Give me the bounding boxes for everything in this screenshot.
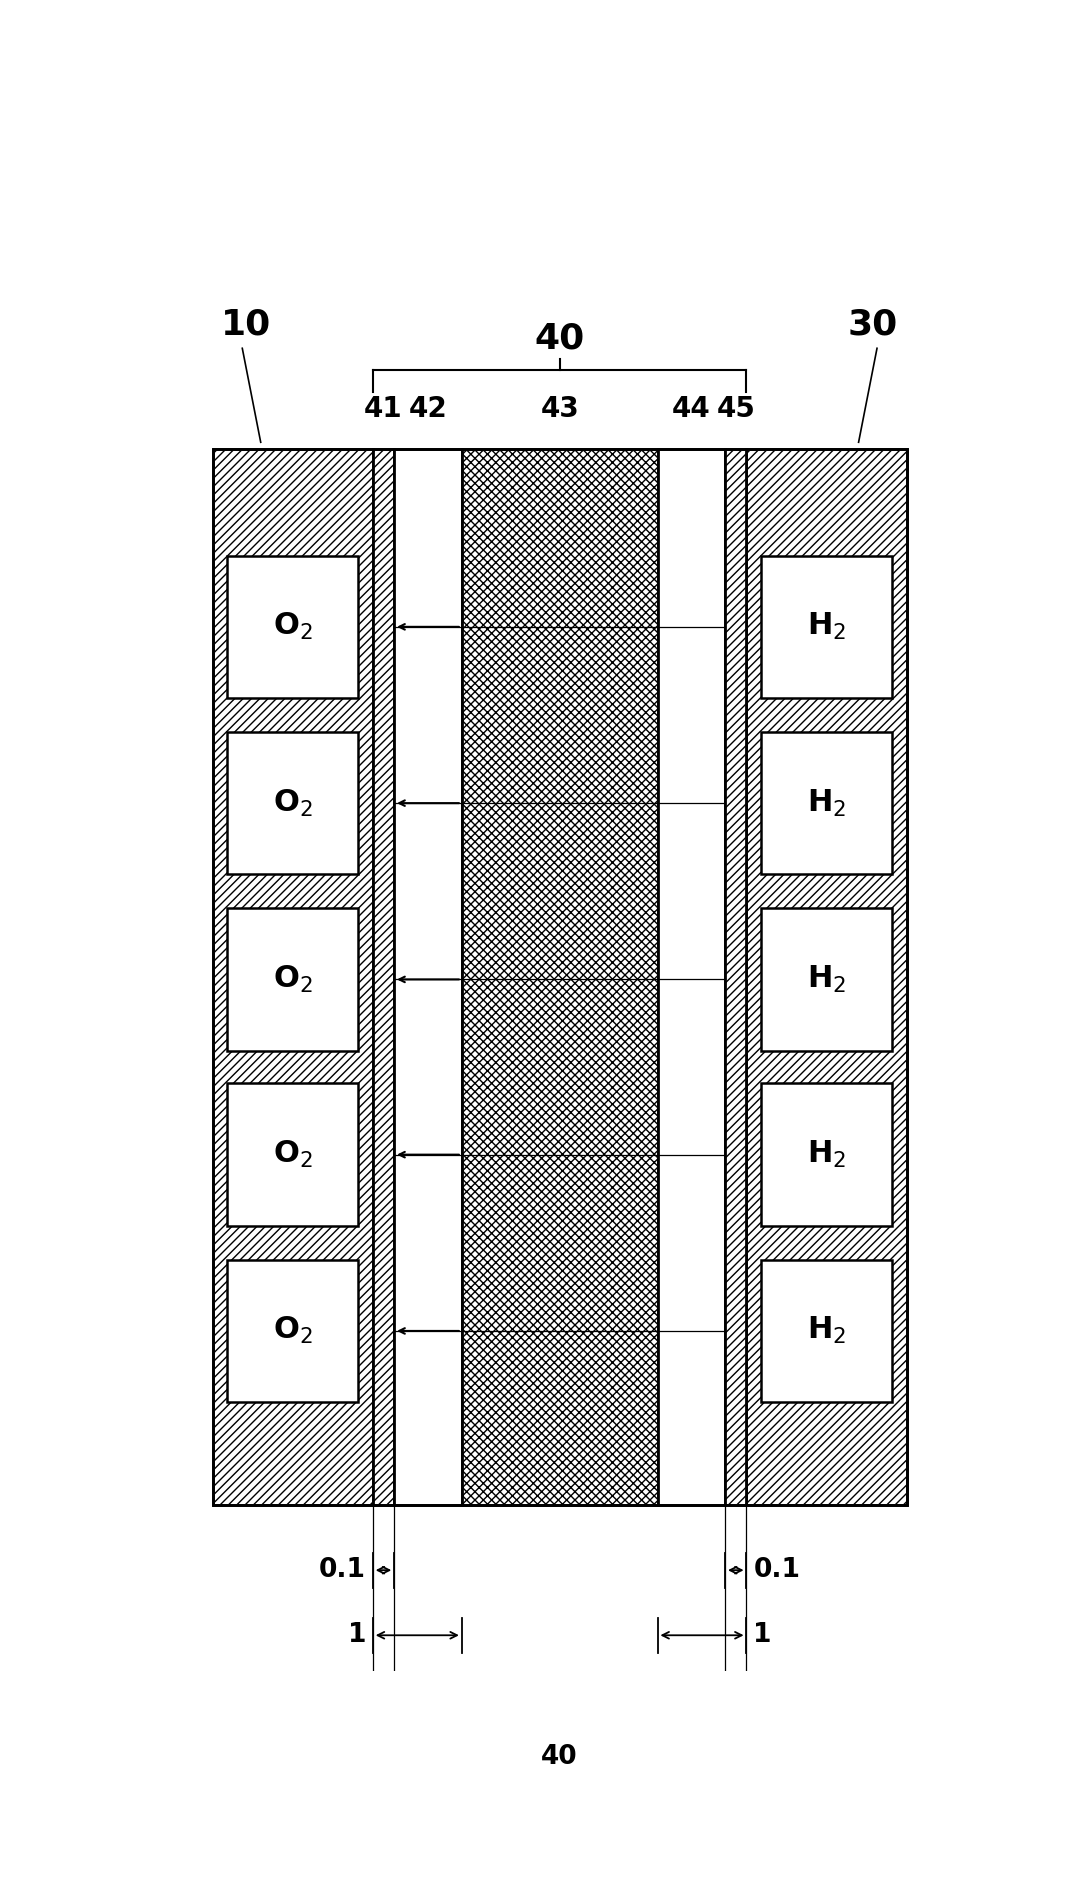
Text: 44: 44 bbox=[672, 396, 711, 423]
Text: O$_2$: O$_2$ bbox=[273, 963, 312, 995]
Text: 0.1: 0.1 bbox=[753, 1557, 800, 1583]
Text: 43: 43 bbox=[541, 396, 579, 423]
Text: 45: 45 bbox=[716, 396, 756, 423]
Text: H$_2$: H$_2$ bbox=[807, 1315, 846, 1347]
Text: 40: 40 bbox=[542, 1743, 578, 1769]
Text: O$_2$: O$_2$ bbox=[273, 612, 312, 642]
Text: H$_2$: H$_2$ bbox=[807, 1140, 846, 1170]
Text: H$_2$: H$_2$ bbox=[807, 787, 846, 819]
Text: 41: 41 bbox=[364, 396, 403, 423]
Bar bbox=[761, 1260, 892, 1403]
Text: 40: 40 bbox=[534, 321, 585, 355]
Bar bbox=[372, 449, 394, 1504]
Bar bbox=[394, 449, 462, 1504]
Text: O$_2$: O$_2$ bbox=[273, 1315, 312, 1347]
Bar bbox=[725, 449, 747, 1504]
Bar bbox=[761, 1084, 892, 1226]
Bar bbox=[462, 449, 657, 1504]
Bar bbox=[227, 732, 358, 875]
Bar bbox=[227, 1260, 358, 1403]
Text: O$_2$: O$_2$ bbox=[273, 1140, 312, 1170]
Text: O$_2$: O$_2$ bbox=[273, 787, 312, 819]
Bar bbox=[657, 449, 725, 1504]
Text: H$_2$: H$_2$ bbox=[807, 963, 846, 995]
Bar bbox=[213, 449, 906, 1504]
Bar bbox=[227, 909, 358, 1050]
Bar bbox=[227, 1084, 358, 1226]
Text: 10: 10 bbox=[221, 306, 272, 342]
Bar bbox=[213, 449, 372, 1504]
Text: H$_2$: H$_2$ bbox=[807, 612, 846, 642]
Bar bbox=[761, 909, 892, 1050]
Text: 0.1: 0.1 bbox=[319, 1557, 366, 1583]
Bar bbox=[747, 449, 906, 1504]
Text: 1: 1 bbox=[753, 1623, 772, 1649]
Bar bbox=[761, 732, 892, 875]
Bar bbox=[227, 556, 358, 699]
Bar bbox=[761, 556, 892, 699]
Text: 30: 30 bbox=[847, 306, 899, 342]
Text: 1: 1 bbox=[347, 1623, 366, 1649]
Text: 42: 42 bbox=[408, 396, 448, 423]
